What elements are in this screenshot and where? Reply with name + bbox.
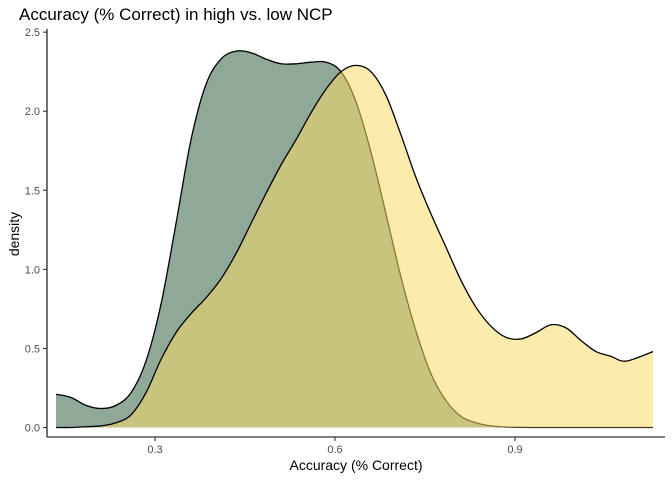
y-tick-label: 2.5 [25,27,40,39]
y-tick-label: 1.0 [25,264,40,276]
y-axis-ticks: 0.0 0.5 1.0 1.5 2.0 2.5 [25,27,47,435]
y-tick-label: 0.5 [25,343,40,355]
x-tick-label: 0.9 [507,444,522,456]
density-areas [55,50,654,429]
x-axis-ticks: 0.3 0.6 0.9 [147,437,523,456]
x-tick-label: 0.3 [147,444,162,456]
y-tick-label: 1.5 [25,185,40,197]
x-axis-label: Accuracy (% Correct) [289,457,422,473]
y-tick-label: 0.0 [25,423,40,435]
y-tick-label: 2.0 [25,106,40,118]
chart-title: Accuracy (% Correct) in high vs. low NCP [19,5,333,24]
x-tick-label: 0.6 [327,444,342,456]
density-curve-2 [55,64,654,429]
y-axis-label: density [6,212,22,256]
